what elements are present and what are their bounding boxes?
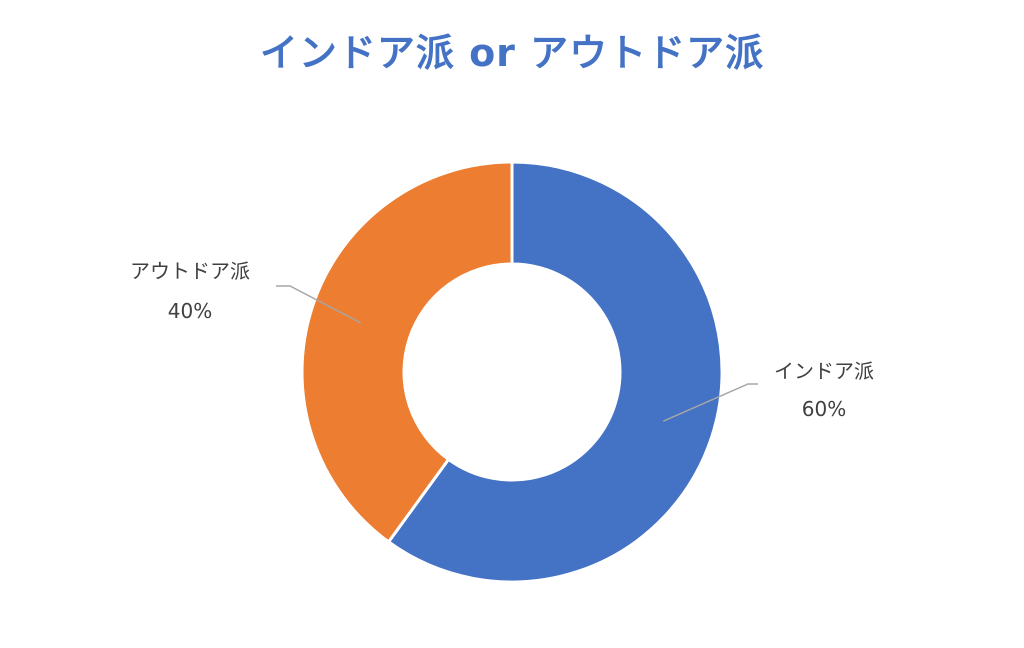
data-label-value-outdoor: 40% — [168, 299, 212, 323]
data-label-value-indoor: 60% — [802, 397, 846, 421]
data-label-name-indoor: インドア派 — [774, 359, 874, 383]
leader-lines-group — [276, 285, 758, 422]
data-label-name-outdoor: アウトドア派 — [130, 259, 250, 283]
leader-line-outdoor — [276, 285, 362, 324]
slices-group — [300, 160, 724, 584]
leader-line-indoor — [662, 383, 758, 422]
chart-title: インドア派 or アウトドア派 — [259, 31, 765, 75]
slice-indoor — [386, 160, 724, 584]
data-labels-group: インドア派 60% アウトドア派 40% — [130, 259, 874, 421]
slice-outdoor — [300, 160, 514, 544]
